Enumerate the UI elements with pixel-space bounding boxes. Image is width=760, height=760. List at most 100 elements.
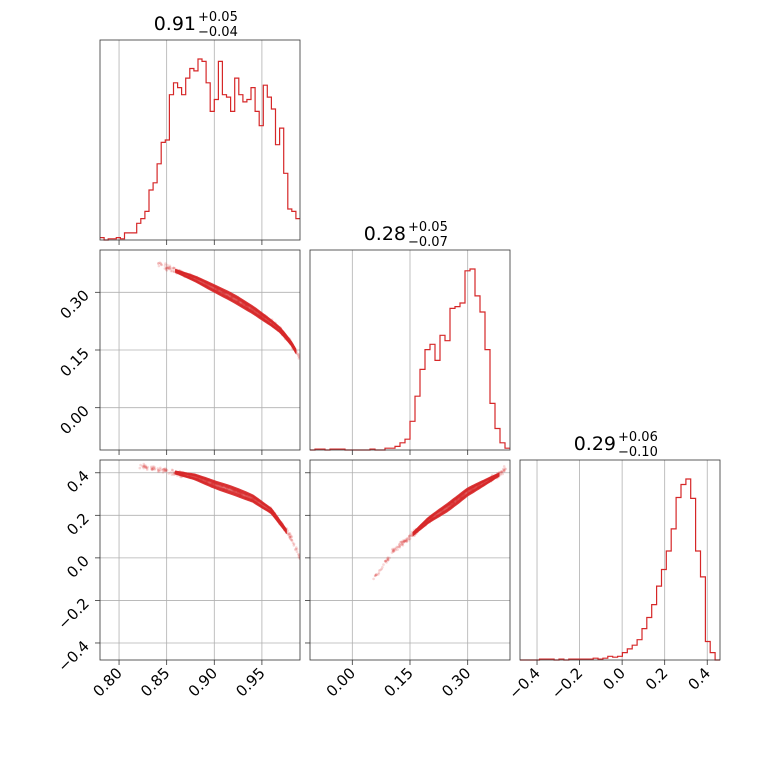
hist-panel-2-title-median: 0.29 [574, 433, 616, 455]
scatter-panel-0-2-point [165, 468, 168, 472]
scatter-panel-0-2-point [288, 536, 292, 539]
scatter-panel-1-2-point [372, 577, 375, 581]
scatter-panel-0-1-point [165, 269, 169, 272]
scatter-panel-0-2-point [157, 469, 160, 472]
scatter-panel-0-2-point [150, 466, 154, 470]
scatter-panel-0-2-point [289, 534, 292, 537]
hist-panel-1-title-median: 0.28 [364, 223, 406, 245]
scatter-panel-1-2-point [401, 542, 404, 546]
scatter-panel-1-2-point [398, 541, 402, 544]
scatter-panel-1-2-point [380, 567, 384, 571]
hist-panel-2-xtick-label-4: 0.4 [684, 664, 714, 694]
scatter-panel-1-2-point [500, 470, 504, 474]
scatter-panel-0-2-point [288, 536, 292, 539]
scatter-panel-0-2-point [172, 471, 175, 474]
scatter-panel-0-2-point [167, 472, 171, 475]
scatter-panel-0-2-point [150, 468, 154, 471]
hist-panel-0-title-minus: −0.04 [198, 25, 238, 40]
scatter-panel-0-2-frame [99, 459, 301, 661]
scatter-panel-1-2-point [390, 551, 394, 554]
scatter-panel-1-2-point [407, 537, 411, 540]
scatter-panel-1-2-point [393, 547, 397, 551]
scatter-panel-0-1-point [297, 355, 300, 358]
scatter-panel-1-2-point [384, 559, 387, 563]
scatter-panel-1-2-point [503, 467, 507, 471]
scatter-panel-1-2-point [394, 548, 397, 552]
scatter-panel-1-2-point [402, 540, 406, 544]
hist-panel-2-frame [519, 459, 721, 661]
scatter-panel-1-2-point [400, 542, 404, 546]
scatter-panel-0-2-point [142, 462, 146, 466]
scatter-panel-1-2-point [375, 573, 378, 577]
scatter-panel-0-2-xtick-label-1: 0.85 [137, 664, 173, 700]
scatter-panel-0-2-point [297, 555, 300, 558]
scatter-panel-0-1-ytick-label-0: 0.00 [56, 402, 92, 438]
scatter-panel-1-2-point [378, 569, 381, 572]
scatter-panel-1-2-point [379, 568, 382, 572]
scatter-panel-1-2-point [400, 540, 403, 544]
scatter-panel-0-2-ytick-label-3: 0.2 [63, 509, 93, 539]
scatter-panel-0-2-point [160, 468, 163, 472]
scatter-panel-1-2-contour-2 [412, 472, 500, 537]
scatter-panel-0-2-point [144, 466, 148, 469]
scatter-panel-1-2-point [408, 534, 411, 538]
scatter-panel-0-2-point [163, 469, 167, 473]
scatter-panel-1-2-point [405, 540, 409, 544]
scatter-panel-0-1-point [169, 267, 173, 271]
scatter-panel-1-2-point [403, 539, 407, 542]
scatter-panel-0-2-point [288, 537, 292, 541]
scatter-panel-1-2-point [384, 559, 388, 563]
hist-panel-2-step [520, 478, 720, 661]
scatter-panel-1-2-point [502, 469, 506, 473]
scatter-panel-1-2-point [408, 534, 411, 538]
scatter-panel-1-2-point [388, 556, 391, 560]
scatter-panel-1-2-point [386, 558, 389, 562]
scatter-panel-0-1-point [172, 266, 175, 270]
scatter-panel-1-2-point [405, 539, 408, 543]
scatter-panel-0-2-point [298, 556, 300, 560]
scatter-panel-1-2-xtick-label-1: 0.15 [380, 664, 416, 700]
hist-panel-2-title-plus: +0.06 [618, 430, 658, 445]
scatter-panel-0-1-point [160, 263, 163, 267]
scatter-panel-1-2-point [383, 560, 387, 563]
scatter-panel-0-1-points [157, 261, 300, 360]
scatter-panel-1-2-point [402, 539, 406, 543]
scatter-panel-1-2-point [404, 539, 408, 543]
scatter-panel-0-2-point [162, 467, 166, 471]
scatter-panel-0-2-point [159, 466, 162, 470]
scatter-panel-1-2-point [405, 537, 409, 541]
scatter-panel-0-1-point [158, 261, 162, 265]
scatter-panel-0-2-point [144, 466, 148, 469]
scatter-panel-0-2-point [163, 469, 166, 473]
scatter-panel-1-2-point [391, 547, 394, 551]
scatter-panel-1-2-point [406, 537, 410, 540]
scatter-panel-0-2-point [142, 466, 145, 470]
scatter-panel-0-2-points [138, 462, 300, 561]
hist-panel-0-title-plus: +0.05 [198, 10, 238, 25]
scatter-panel-1-2-point [403, 539, 407, 543]
scatter-panel-0-2-point [139, 463, 142, 467]
scatter-panel-1-2-point [382, 563, 385, 566]
scatter-panel-0-1-point [169, 266, 172, 269]
scatter-panel-0-1-point [157, 262, 160, 265]
scatter-panel-0-2-point [144, 464, 147, 467]
scatter-panel-1-2-point [401, 544, 405, 547]
scatter-panel-0-1-contour-2 [175, 268, 297, 355]
scatter-panel-0-2-point [286, 529, 290, 533]
scatter-panel-1-2-point [499, 470, 503, 474]
scatter-panel-0-1-point [169, 269, 173, 273]
scatter-panel-0-1-point [297, 357, 300, 360]
scatter-panel-0-1-point [171, 269, 174, 273]
hist-panel-0-title-median: 0.91 [154, 13, 196, 35]
scatter-panel-1-2-point [407, 535, 411, 538]
scatter-panel-0-2-point [163, 468, 166, 471]
scatter-panel-0-2-point [156, 470, 160, 473]
scatter-panel-1-2-point [392, 547, 396, 551]
scatter-panel-1-2-point [410, 530, 414, 534]
scatter-panel-0-2-point [143, 465, 147, 469]
scatter-panel-0-2-xtick-label-0: 0.80 [90, 664, 126, 700]
scatter-panel-0-2-point [142, 464, 146, 468]
scatter-panel-1-2-point [386, 557, 389, 560]
scatter-panel-0-1-point [157, 264, 161, 268]
